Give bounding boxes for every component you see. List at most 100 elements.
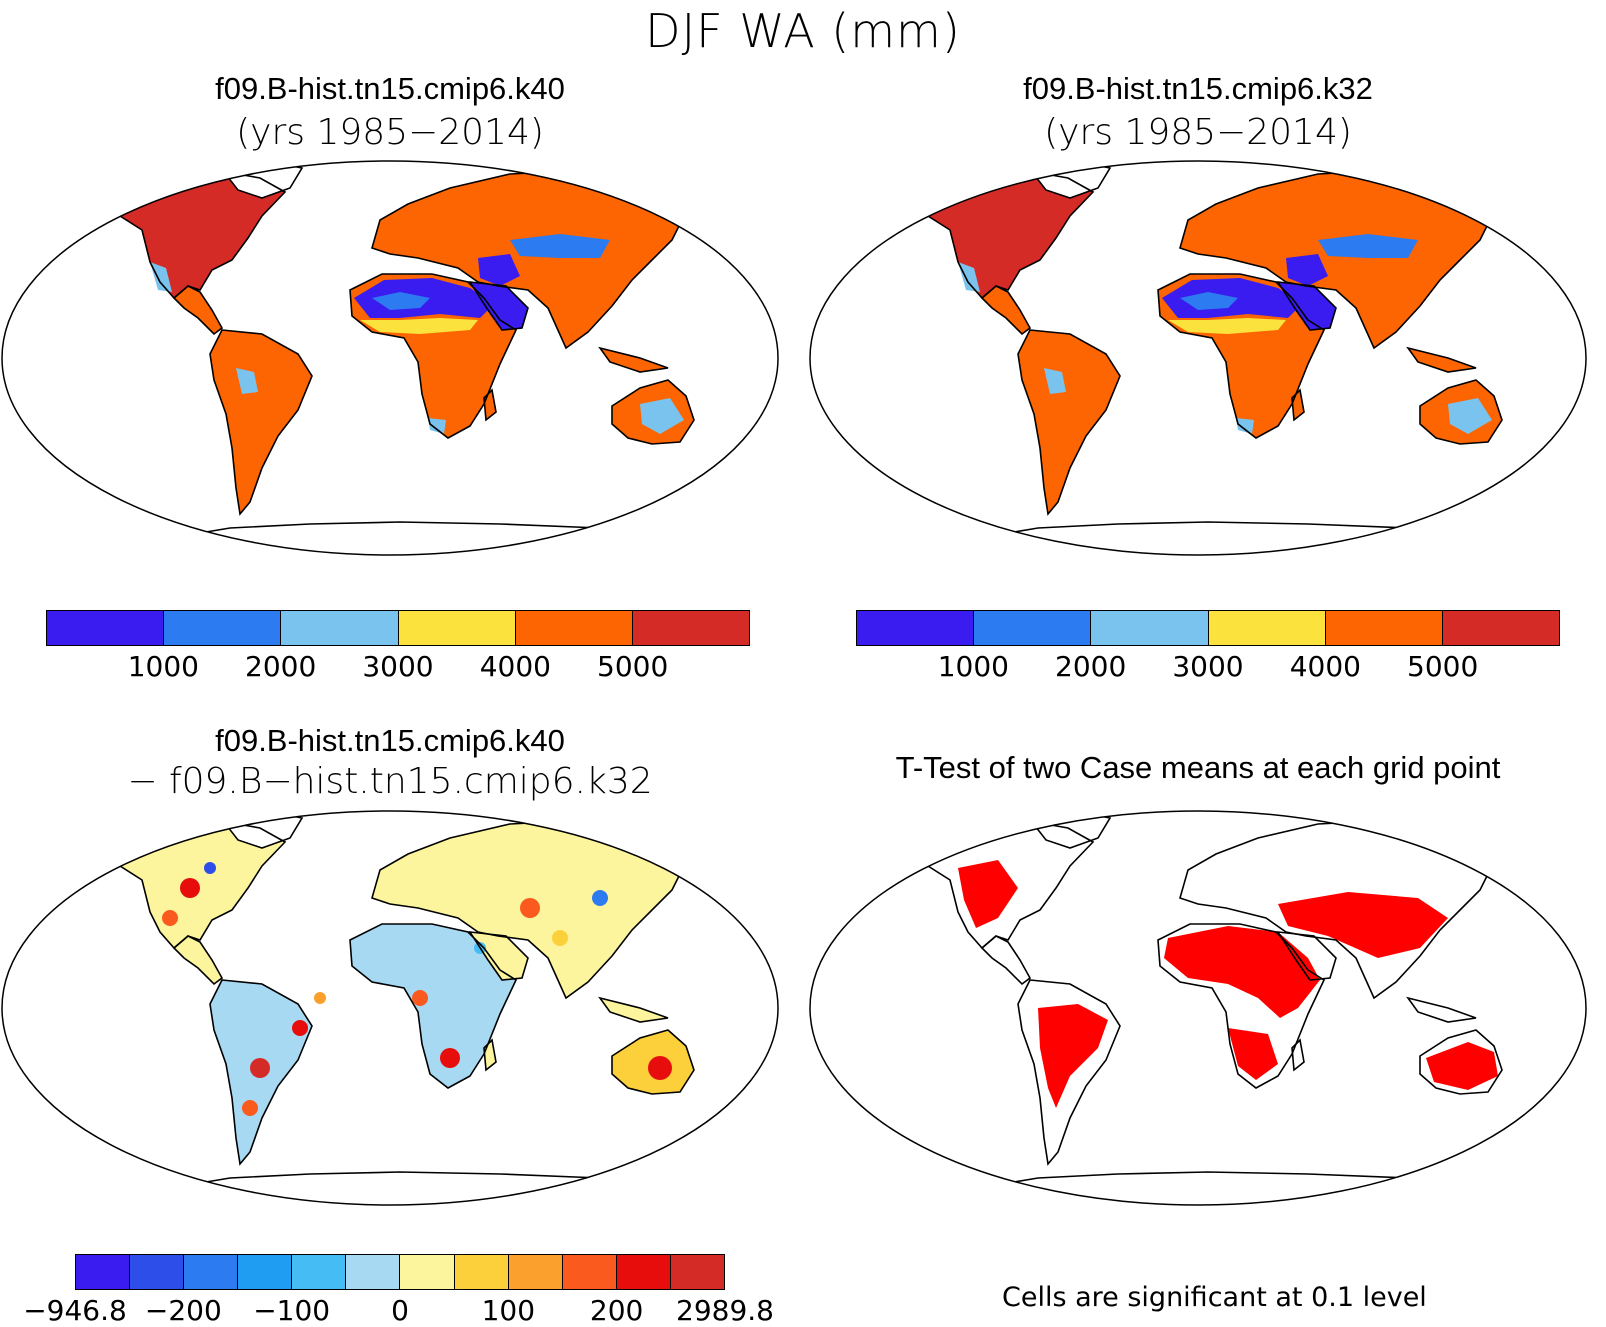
colorbar-swatch [292, 1255, 347, 1289]
coastline [209, 329, 313, 516]
region-iran [478, 254, 520, 286]
coastline [1276, 281, 1337, 331]
coastline [468, 281, 529, 331]
colorbar-tick-label: 100 [481, 1294, 536, 1327]
colorbar-tick-label: −200 [144, 1294, 222, 1327]
region-indo [600, 998, 668, 1022]
panel-subtitle-top-left: (yrs 1985−2014) [236, 112, 544, 153]
coastline [611, 1029, 695, 1095]
colorbar-bottom-left [75, 1254, 725, 1290]
significance-note: Cells are significant at 0.1 level [1002, 1282, 1427, 1313]
region-africa [350, 924, 516, 1088]
colorbar-swatch [76, 1255, 131, 1289]
colorbar-swatch [670, 1255, 724, 1289]
coastline [1406, 996, 1477, 1023]
region-desert-patch [1180, 292, 1238, 310]
colorbar-swatch [130, 1255, 185, 1289]
coastline [1419, 379, 1503, 445]
region-sahel-band [360, 318, 478, 334]
panel-title-bottom-right: T-Test of two Case means at each grid po… [895, 750, 1501, 785]
region-anomaly [242, 1100, 258, 1116]
colorbar-tick-label: −946.8 [23, 1294, 127, 1327]
colorbar-tick-label: 5000 [1407, 650, 1479, 683]
colorbar-top-left [46, 610, 750, 646]
colorbar-swatch [974, 611, 1092, 645]
colorbar-tick-label: −100 [253, 1294, 331, 1327]
region-anomaly [292, 1020, 308, 1036]
region-significant [958, 860, 1018, 928]
region-anomaly [440, 1048, 460, 1068]
region-significant [1426, 1042, 1498, 1090]
colorbar-tick-label: 1000 [937, 650, 1009, 683]
region-anomaly [648, 1056, 672, 1080]
coastline [598, 346, 669, 373]
colorbar-swatch [164, 611, 282, 645]
region-eurasia [1180, 170, 1498, 348]
coastline [980, 285, 1032, 336]
colorbar-swatch [857, 611, 975, 645]
colorbar-swatch [281, 611, 399, 645]
region-australia-patch [1448, 398, 1492, 434]
coastline [371, 169, 692, 350]
region-significant [1164, 926, 1320, 1018]
coastline [1276, 931, 1337, 981]
region-anomaly [162, 910, 178, 926]
region-significant [1278, 892, 1448, 958]
coastline [172, 935, 224, 986]
coastline [371, 819, 692, 1000]
region-australia-patch [640, 398, 684, 434]
colorbar-swatch [1442, 611, 1560, 645]
region-significant [1228, 1028, 1278, 1080]
region-indo [1408, 348, 1476, 372]
coastline [1291, 1038, 1305, 1072]
figure-title: DJF WA (mm) [645, 4, 961, 58]
colorbar-swatch [238, 1255, 293, 1289]
colorbar-swatch [1091, 611, 1209, 645]
map-frame [1, 160, 779, 556]
map-content [904, 161, 1503, 555]
coastline [1017, 979, 1121, 1166]
colorbar-tick-label: 4000 [1289, 650, 1361, 683]
coastline [209, 979, 313, 1166]
colorbar-tick-label: 2989.8 [676, 1294, 774, 1327]
map-top-right [809, 160, 1587, 556]
map-bottom-left [1, 810, 779, 1206]
coastline [172, 285, 224, 336]
region-mexico-patch [150, 262, 172, 292]
region-central-asia [1318, 234, 1418, 258]
region-anomaly [250, 1058, 270, 1078]
region-safrica-patch [1236, 418, 1254, 434]
map-content [96, 161, 695, 555]
region-centam [174, 936, 222, 984]
coastline [980, 935, 1032, 986]
colorbar-tick-label: 200 [589, 1294, 644, 1327]
map-frame [1, 810, 779, 1206]
coastline [1157, 923, 1326, 1089]
colorbar-swatch [400, 1255, 455, 1289]
colorbar-swatch [454, 1255, 509, 1289]
region-indo [1408, 998, 1476, 1022]
colorbar-swatch [346, 1255, 401, 1289]
colorbar-swatch [508, 1255, 563, 1289]
colorbar-swatch [1208, 611, 1326, 645]
colorbar-tick-label: 0 [391, 1294, 409, 1327]
coastline [1419, 1029, 1503, 1095]
region-significant [1038, 1004, 1108, 1108]
region-anomaly [390, 938, 410, 958]
panel-subtitle-bottom-left: − f09.B−hist.tn15.cmip6.k32 [127, 761, 653, 802]
region-samerica [210, 330, 312, 514]
colorbar-swatch [515, 611, 633, 645]
region-samerica [1018, 330, 1120, 514]
coastline [1017, 329, 1121, 516]
region-eurasia [372, 170, 690, 348]
colorbar-swatch [616, 1255, 671, 1289]
region-central-asia [510, 234, 610, 258]
region-desert-patch [372, 292, 430, 310]
coastline [1179, 819, 1500, 1000]
map-content [96, 811, 695, 1205]
coastline [611, 379, 695, 445]
panel-title-bottom-left: f09.B-hist.tn15.cmip6.k40 [215, 723, 565, 758]
region-indo [600, 348, 668, 372]
coastline [483, 1038, 497, 1072]
colorbar-swatch [47, 611, 165, 645]
